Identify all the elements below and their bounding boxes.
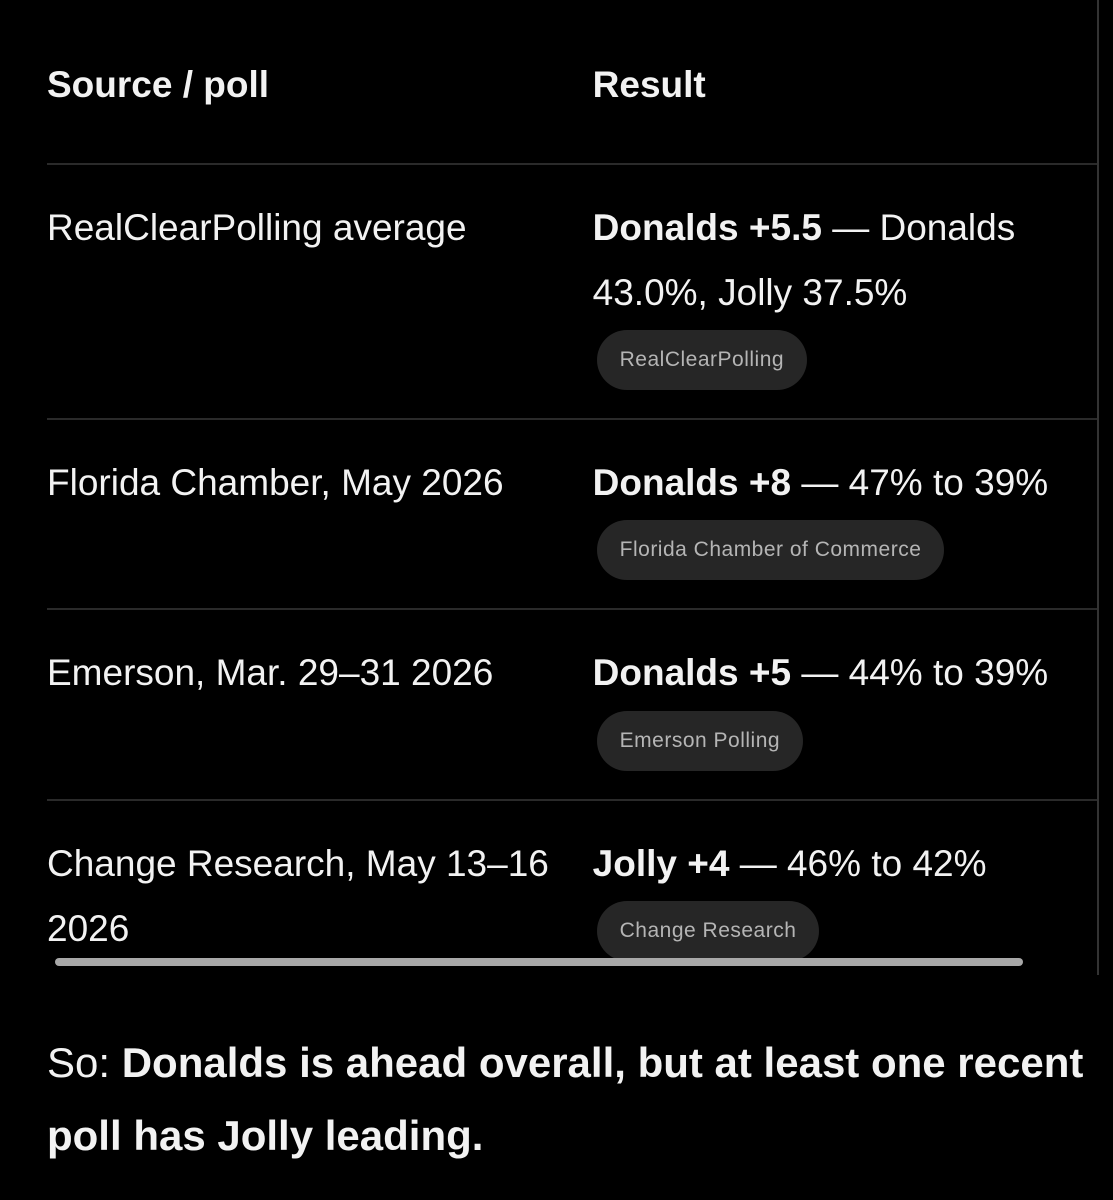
summary: So: Donalds is ahead overall, but at lea… xyxy=(47,1026,1087,1172)
citation-pill[interactable]: Emerson Polling xyxy=(596,710,804,771)
source-text: Change Research, May 13–16 2026 xyxy=(47,842,549,949)
result-cell: Donalds +8 — 47% to 39% Florida Chamber … xyxy=(592,419,1097,611)
result-detail: — 47% to 39% xyxy=(801,462,1049,504)
source-cell: Emerson, Mar. 29–31 2026 xyxy=(47,609,593,801)
table-container: Source / poll Result RealClearPolling av… xyxy=(47,0,1099,975)
citation-pill[interactable]: Florida Chamber of Commerce xyxy=(596,520,945,581)
citation-pill[interactable]: Change Research xyxy=(596,900,820,961)
citation-pill[interactable]: RealClearPolling xyxy=(596,330,808,391)
result-cell: Donalds +5 — 44% to 39% Emerson Polling xyxy=(592,609,1097,801)
result-detail: — Donalds 43.0%, Jolly 37.5% xyxy=(592,207,1016,313)
result-detail: — 46% to 42% xyxy=(739,842,987,884)
result-lead: Donalds +5 xyxy=(592,652,792,694)
table-row: Emerson, Mar. 29–31 2026 Donalds +5 — 44%… xyxy=(47,609,1097,801)
table-row: Change Research, May 13–16 2026 Jolly +4 … xyxy=(47,800,1097,975)
source-text: Emerson, Mar. 29–31 2026 xyxy=(47,652,494,694)
source-text: RealClearPolling average xyxy=(47,207,467,248)
result-cell: Donalds +5.5 — Donalds 43.0%, Jolly 37.5… xyxy=(592,164,1097,421)
table-row: RealClearPolling average Donalds +5.5 — D… xyxy=(47,164,1097,421)
summary-emphasis: Donalds is ahead overall, but at least o… xyxy=(47,1039,1084,1159)
summary-prefix: So: xyxy=(47,1039,111,1086)
header-row: Source / poll Result xyxy=(47,46,1097,165)
poll-table: Source / poll Result RealClearPolling av… xyxy=(47,46,1097,975)
result-lead: Donalds +8 xyxy=(592,462,792,504)
source-cell: RealClearPolling average xyxy=(47,164,593,421)
source-text: Florida Chamber, May 2026 xyxy=(47,462,504,504)
result-cell: Jolly +4 — 46% to 42% Change Research xyxy=(592,800,1097,975)
scrollbar[interactable] xyxy=(55,958,1023,966)
source-cell: Florida Chamber, May 2026 xyxy=(47,419,593,611)
header-cell: Source / poll xyxy=(47,46,593,165)
result-detail: — 44% to 39% xyxy=(801,652,1049,694)
result-lead: Jolly +4 xyxy=(592,842,730,884)
result-lead: Donalds +5.5 xyxy=(592,207,822,248)
source-cell: Change Research, May 13–16 2026 xyxy=(47,800,593,975)
table-row: Florida Chamber, May 2026 Donalds +8 — 47… xyxy=(47,419,1097,611)
header-cell: Result xyxy=(592,46,1097,165)
